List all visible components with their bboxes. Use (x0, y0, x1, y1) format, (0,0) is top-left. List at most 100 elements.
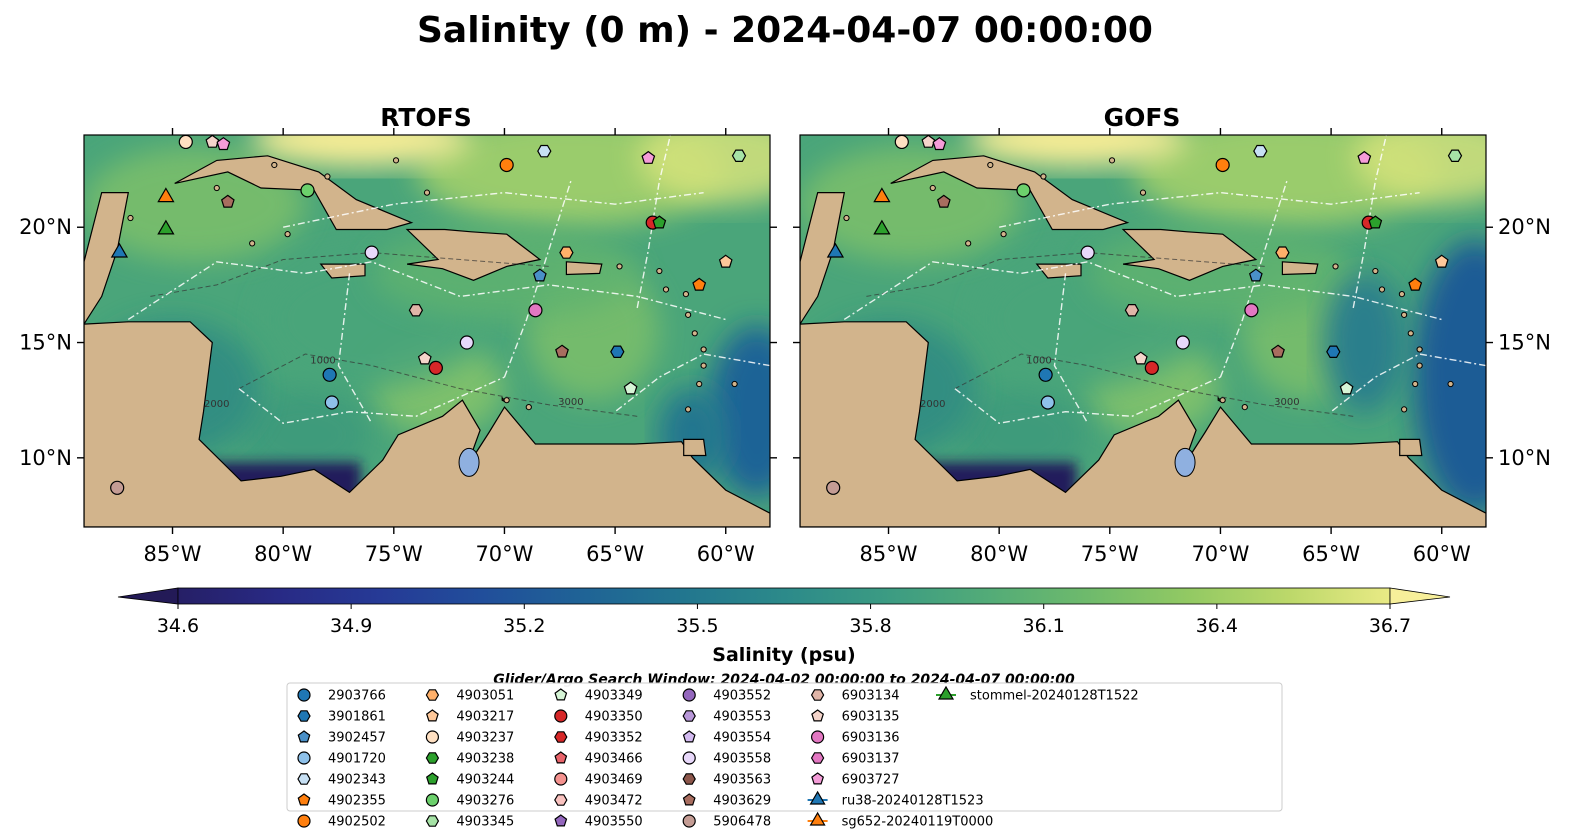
colorbar-bar (177, 587, 1391, 605)
float-4902343-marker (537, 144, 552, 158)
legend-entry: 4903217 (425, 709, 514, 725)
legend-entry: 4903237 (425, 730, 514, 746)
legend-pentagon-marker (554, 751, 568, 764)
float-2903766-marker (1038, 367, 1053, 382)
island (700, 346, 707, 353)
colorbar-tick-label: 34.9 (330, 615, 372, 637)
legend-label: 4903350 (585, 710, 643, 725)
float-4901720-marker (1040, 395, 1055, 410)
float-6903135-marker (417, 351, 432, 365)
colorbar-extend-min (117, 587, 179, 605)
float-4903051-marker (1275, 246, 1290, 259)
eez-boundary (127, 261, 726, 321)
float-4902502-marker (499, 157, 514, 173)
legend-label: 4903469 (585, 773, 643, 788)
low-salinity-patch (1413, 239, 1486, 515)
legend-hexagon-marker (682, 773, 696, 785)
salinity-patch (637, 135, 770, 205)
legend-entry: 4903472 (554, 794, 643, 809)
float-4903349-marker (1339, 381, 1354, 395)
island (987, 161, 994, 169)
contour-label: 1000 (1026, 355, 1051, 366)
legend-hexagon-marker (682, 710, 696, 722)
legend-entry: 4903552 (682, 688, 771, 704)
legend-pentagon-marker (297, 730, 311, 743)
legend-label: 4903629 (713, 794, 771, 809)
lake-maracaibo (1174, 447, 1196, 477)
legend-entry: 4903466 (554, 751, 643, 767)
legend-entry: 3902457 (297, 730, 386, 746)
float-6903135-marker (921, 135, 936, 148)
float-4903558-marker (1080, 245, 1095, 260)
island (685, 406, 692, 413)
salinity-patch (954, 388, 1088, 481)
legend-circle-marker (425, 730, 439, 744)
float-6903727-marker (641, 150, 656, 164)
legend-label: 4901720 (328, 752, 386, 767)
legend-triangle-marker (937, 685, 955, 700)
legend-label: 4903558 (713, 752, 771, 767)
salinity-colorbar: 34.6 34.9 35.2 35.5 35.8 36.1 36.4 36.7 Salinit… (117, 587, 1451, 666)
eez-boundary (283, 191, 704, 228)
island (691, 330, 698, 337)
lon-tick-label: 75°W (365, 542, 423, 566)
island (324, 173, 331, 180)
legend-label: 4903349 (585, 689, 643, 704)
legend-circle-marker (554, 772, 568, 786)
island (731, 380, 738, 388)
eez-boundary (954, 376, 1221, 424)
eez-boundary (614, 353, 770, 413)
island (1332, 263, 1339, 270)
colorbar-tick-label: 35.8 (849, 615, 891, 637)
legend-entry: stommel-20240128T1522 (936, 685, 1139, 704)
legend-label: 4903554 (713, 731, 771, 746)
lon-tick-label: 80°W (254, 542, 312, 566)
float-4903558-marker (1175, 335, 1190, 350)
colorbar-tick-label: 36.4 (1196, 615, 1238, 637)
island (1241, 403, 1248, 411)
contour-label: 2000 (204, 399, 229, 410)
eez-boundary (1330, 353, 1486, 413)
float-4903244-marker (1368, 215, 1383, 229)
gofs-map-panel: GOFS 2000 1000 3000 85°W 80°W 75°W 70°W 65°W 60°… (793, 103, 1551, 566)
island (1139, 189, 1147, 196)
legend-label: 4902355 (328, 794, 386, 809)
float-4903558-marker (364, 245, 379, 260)
rtofs-map-panel: RTOFS 2000 1000 3000 85°W 80°W 75°W 70°W 65°W 60… (19, 103, 777, 566)
high-salinity-patch (250, 135, 471, 168)
float-4903345-marker (1447, 149, 1463, 162)
float-5906478-marker (826, 480, 841, 495)
colorbar-tick-label: 35.2 (503, 615, 545, 637)
island (1412, 380, 1419, 388)
legend-label: 6903135 (842, 710, 900, 725)
island (662, 286, 670, 293)
island (1416, 362, 1423, 369)
glider-sg652-marker (873, 187, 891, 203)
legend-triangle-marker (809, 790, 826, 805)
lon-tick-label: 75°W (1081, 542, 1139, 566)
legend-label: ru38-20240128T1523 (842, 794, 984, 809)
float-6903136-marker (528, 303, 543, 318)
lon-tick-label: 65°W (586, 542, 644, 566)
legend-label: 4903345 (456, 815, 514, 829)
legend-entry: 6903135 (811, 709, 900, 725)
island (1108, 157, 1116, 164)
legend-label: 4903244 (456, 773, 514, 788)
lon-tick-label: 60°W (1413, 542, 1471, 566)
lon-tick-label: 70°W (475, 542, 533, 566)
float-4903345-marker (731, 149, 747, 162)
legend-label: stommel-20240128T1522 (970, 689, 1139, 704)
float-4903217-marker (718, 254, 733, 268)
legend-entry: 4901720 (297, 751, 386, 767)
island (616, 263, 623, 270)
legend-entry: 4903350 (554, 709, 643, 725)
legend-entry: 4902343 (297, 773, 386, 788)
legend-label: 4903237 (456, 731, 514, 746)
lon-tick-label: 65°W (1302, 542, 1360, 566)
island (843, 214, 850, 222)
island (656, 267, 663, 275)
float-4903237-marker (178, 135, 193, 150)
legend-hexagon-marker (425, 752, 440, 764)
legend-hexagon-marker (810, 752, 825, 764)
colorbar-tick-label: 36.7 (1369, 615, 1411, 637)
